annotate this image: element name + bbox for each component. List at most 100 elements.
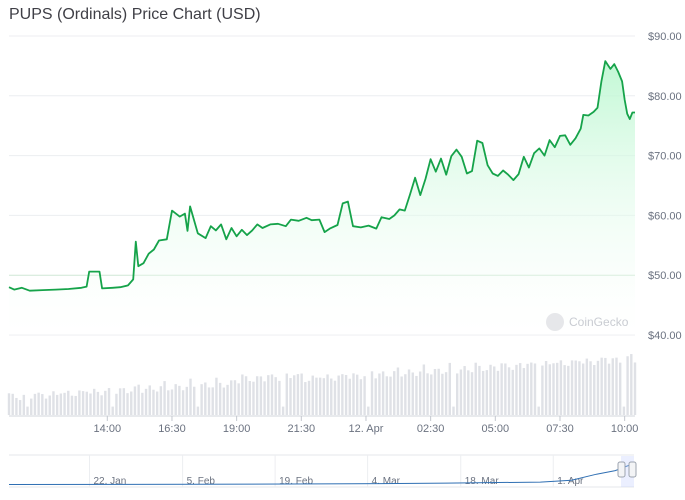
volume-bar (122, 388, 126, 415)
volume-bar (118, 388, 122, 415)
volume-bar (130, 391, 133, 415)
volume-bar (615, 357, 618, 415)
volume-bar (530, 362, 533, 415)
volume-bar (44, 398, 48, 415)
navigator-handle-left[interactable] (617, 461, 626, 478)
volume-bar (237, 383, 240, 415)
volume-bar (196, 406, 200, 415)
volume-bar (518, 363, 522, 415)
volume-bar (248, 381, 251, 415)
volume-bar (204, 382, 207, 415)
volume-bar (485, 370, 489, 415)
volume-bar (404, 374, 407, 415)
volume-bar (115, 393, 118, 415)
volume-bar (141, 392, 144, 415)
volume-bar (174, 384, 177, 415)
volume-bar (526, 363, 529, 415)
volume-bar (278, 380, 281, 415)
navigator-date-label: 18. Mar (465, 476, 500, 487)
volume-bar (378, 373, 381, 415)
volume-bar (411, 372, 414, 415)
range-navigator[interactable]: 22. Jan 5. Feb 19. Feb 4. Mar 18. Mar 1. Apr (8, 454, 637, 488)
volume-bar (33, 393, 37, 415)
volume-bar (355, 374, 359, 415)
volume-bar (222, 387, 226, 415)
volume-bar (341, 374, 344, 415)
y-tick-label: $40.00 (648, 330, 682, 342)
volume-bar (315, 377, 318, 415)
volume-bar (330, 378, 333, 415)
volume-bar (126, 393, 129, 415)
volume-bar (170, 389, 174, 415)
volume-bar (430, 374, 433, 415)
navigator-date-label: 1. Apr (557, 476, 584, 487)
x-axis: 14:00 16:30 19:00 21:30 12. Apr 02:30 05:00 07:… (9, 415, 639, 435)
volume-bar (281, 406, 285, 415)
volume-bar (593, 365, 596, 415)
volume-bar (581, 363, 585, 415)
volume-bar (85, 391, 88, 415)
volume-bar (607, 363, 611, 415)
volume-bar (163, 381, 166, 415)
navigator-trend-line (8, 462, 635, 485)
x-tick-label: 16:30 (158, 423, 186, 435)
volume-bar (500, 363, 503, 415)
volume-bar (159, 386, 163, 415)
volume-bar (70, 395, 74, 415)
volume-bar (363, 376, 366, 415)
volume-bar (18, 400, 22, 415)
volume-bar (393, 371, 396, 415)
volume-bar (296, 374, 300, 415)
volume-bar (81, 391, 85, 415)
volume-bar (563, 365, 566, 415)
volume-bar (348, 378, 351, 415)
volume-bar (626, 356, 629, 415)
volume-bar (444, 372, 448, 415)
volume-bar (544, 360, 548, 415)
volume-bar (463, 366, 466, 415)
volume-bar (511, 369, 514, 415)
volume-bar (418, 371, 422, 415)
volume-bar (489, 364, 492, 415)
volume-bar (452, 406, 455, 415)
volume-bar (133, 386, 137, 415)
volume-bar (567, 365, 570, 415)
volume-bar (385, 376, 389, 415)
volume-bar (381, 371, 385, 415)
volume-bar (255, 376, 259, 415)
volume-bar (474, 362, 477, 415)
volume-bar (241, 374, 244, 415)
volume-bar (218, 382, 222, 415)
volume-bar (611, 358, 614, 415)
volume-bar (326, 374, 329, 415)
volume-bar (618, 362, 622, 415)
volume-bar (148, 385, 151, 415)
volume-bar (493, 366, 496, 415)
y-tick-label: $50.00 (648, 270, 682, 282)
volume-bar (52, 391, 55, 415)
volume-bar (374, 378, 377, 415)
volume-bar (104, 390, 107, 415)
navigator-handle-right[interactable] (628, 461, 637, 478)
chart-title: PUPS (Ordinals) Price Chart (USD) (9, 6, 261, 23)
price-area (8, 60, 635, 335)
volume-bar (337, 375, 340, 415)
volume-bar (244, 376, 248, 415)
volume-bar (311, 375, 314, 415)
coingecko-logo-icon (546, 313, 564, 331)
volume-bar (211, 387, 214, 415)
volume-bar (252, 381, 255, 415)
volume-bar (7, 393, 11, 415)
x-tick-label: 14:00 (94, 423, 122, 435)
volume-bar (441, 373, 444, 415)
volume-bar (11, 393, 14, 415)
volume-bar (22, 394, 26, 415)
volume-bar (533, 363, 537, 415)
volume-bar (300, 373, 303, 415)
volume-bar (433, 368, 437, 415)
volume-bar (41, 394, 44, 415)
x-tick-label: 10:00 (611, 423, 639, 435)
volume-bar (333, 380, 337, 415)
volume-bars (7, 354, 637, 415)
